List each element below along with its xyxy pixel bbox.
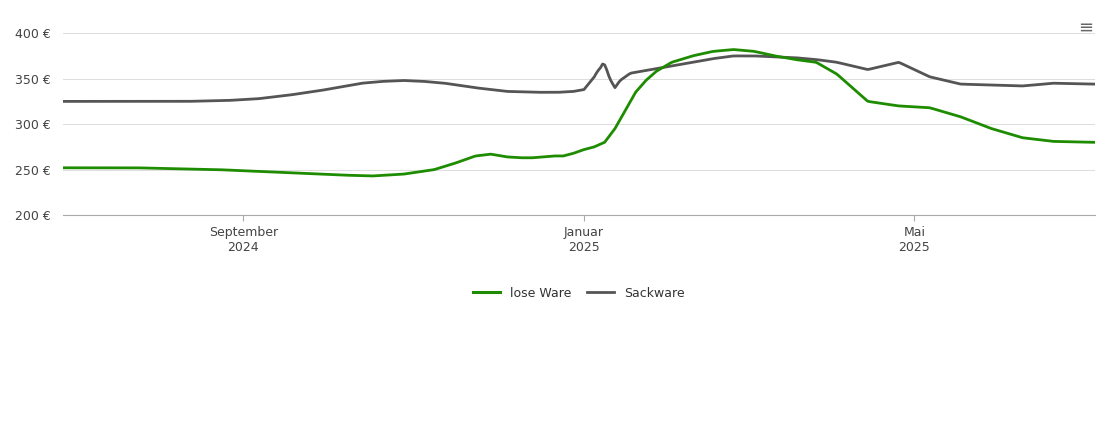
Text: ≡: ≡ [1078,19,1093,37]
Legend: lose Ware, Sackware: lose Ware, Sackware [467,282,689,305]
